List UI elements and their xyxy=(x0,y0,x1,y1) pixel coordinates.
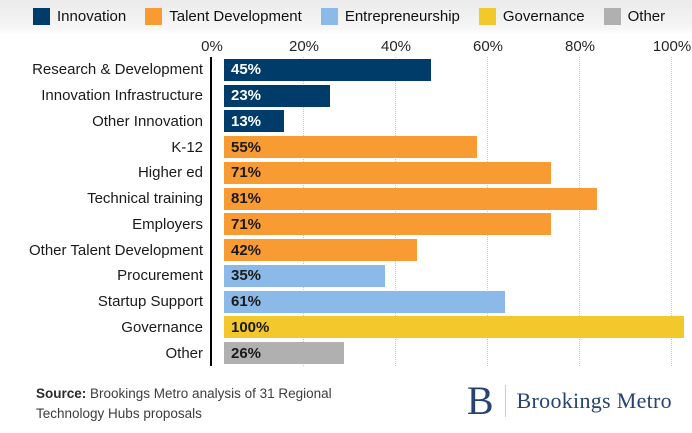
bar-category-label: Other Talent Development xyxy=(29,241,203,259)
bar-track: 23% xyxy=(224,84,684,107)
bar-value-label: 81% xyxy=(231,190,262,208)
bar-value-label: 61% xyxy=(231,293,262,311)
legend-swatch xyxy=(33,8,50,25)
bar-category-label: K-12 xyxy=(171,138,203,156)
bar-value-label: 35% xyxy=(231,267,262,285)
bar-track: 81% xyxy=(224,187,684,210)
bar-track: 45% xyxy=(224,58,684,81)
source-text: Brookings Metro analysis of 31 Regional … xyxy=(36,386,332,422)
gridline xyxy=(671,57,672,366)
y-axis-line xyxy=(210,57,212,366)
bar-value-label: 55% xyxy=(231,138,262,156)
legend-item: Innovation xyxy=(33,8,126,25)
bar-category-label: Startup Support xyxy=(97,293,203,311)
bar: 55% xyxy=(224,136,477,159)
bar-row: Procurement 35% xyxy=(0,263,692,289)
x-tick-label: 40% xyxy=(380,38,412,55)
bar-category-label: Other Innovation xyxy=(92,112,203,130)
bar: 61% xyxy=(224,290,505,313)
legend-swatch xyxy=(478,8,496,25)
bar-category-label: Procurement xyxy=(117,267,203,285)
bar-value-label: 42% xyxy=(231,241,262,259)
x-tick-label: 100% xyxy=(652,38,692,55)
bar-track: 35% xyxy=(224,264,684,287)
bar-row: Other Talent Development 42% xyxy=(0,237,692,263)
chart-legend: Innovation Talent Development Entrepreneur… xyxy=(0,0,692,33)
legend-label: Entrepreneurship xyxy=(344,8,460,25)
bar-category-label: Governance xyxy=(121,318,203,336)
bar: 42% xyxy=(224,239,418,262)
source-label: Source: xyxy=(36,386,87,401)
x-tick-label: 60% xyxy=(472,38,504,55)
bar-category-label: Research & Development xyxy=(32,61,203,79)
legend-swatch xyxy=(145,8,163,25)
bar: 71% xyxy=(224,161,551,184)
legend-item: Entrepreneurship xyxy=(320,8,460,25)
bar-row: Employers 71% xyxy=(0,212,692,238)
x-tick-label: 0% xyxy=(201,38,223,55)
bar: 71% xyxy=(224,213,551,236)
bar-category-label: Other xyxy=(165,344,203,362)
bar-row: Startup Support 61% xyxy=(0,289,692,315)
legend-item: Governance xyxy=(478,8,585,25)
bar: 13% xyxy=(224,110,284,133)
legend-label: Innovation xyxy=(57,8,127,25)
bar: 45% xyxy=(224,58,431,81)
bar-category-label: Higher ed xyxy=(137,164,203,182)
bar-track: 55% xyxy=(224,136,684,159)
bar: 100% xyxy=(224,316,684,339)
x-tick-label: 80% xyxy=(564,38,596,55)
source-note: Source: Brookings Metro analysis of 31 R… xyxy=(36,384,381,425)
bar-row: Other 26% xyxy=(0,340,692,366)
legend-item: Other xyxy=(603,8,666,25)
legend-label: Other xyxy=(627,8,666,25)
legend-label: Governance xyxy=(502,8,585,25)
bar-track: 71% xyxy=(224,161,684,184)
gridline xyxy=(303,57,304,366)
bar: 23% xyxy=(224,84,330,107)
bar-track: 13% xyxy=(224,110,684,133)
bar-value-label: 71% xyxy=(231,215,262,233)
bar-row: Innovation Infrastructure 23% xyxy=(0,83,692,109)
bar-value-label: 26% xyxy=(231,344,262,362)
bar-track: 42% xyxy=(224,239,684,262)
bar-track: 26% xyxy=(224,342,684,365)
logo-name: Brookings Metro xyxy=(516,388,672,413)
x-axis-ticks: 0% 20% 40% 60% 80% 100% xyxy=(201,38,691,55)
bar-track: 100% xyxy=(224,316,684,339)
bar-row: Governance 100% xyxy=(0,315,692,341)
bar-track: 71% xyxy=(224,213,684,236)
bar: 26% xyxy=(224,342,344,365)
bar-rows: Research & Development 45% Innovation Infr… xyxy=(0,57,692,366)
bar-track: 61% xyxy=(224,290,684,313)
bar-category-label: Technical training xyxy=(87,190,203,208)
bar-category-label: Innovation Infrastructure xyxy=(41,87,203,105)
legend-swatch xyxy=(603,8,621,25)
bar: 81% xyxy=(224,187,597,210)
bar-category-label: Employers xyxy=(132,215,203,233)
gridline xyxy=(487,57,488,366)
brookings-metro-logo: B Brookings Metro xyxy=(467,381,672,421)
bar: 35% xyxy=(224,264,385,287)
bar-value-label: 23% xyxy=(231,87,262,105)
bar-row: Other Innovation 13% xyxy=(0,109,692,135)
bar-row: Higher ed 71% xyxy=(0,160,692,186)
bar-value-label: 45% xyxy=(231,61,262,79)
x-tick-label: 20% xyxy=(288,38,320,55)
logo-divider xyxy=(504,385,506,417)
legend-swatch xyxy=(320,8,338,25)
bar-value-label: 71% xyxy=(231,164,262,182)
bar-row: Technical training 81% xyxy=(0,186,692,212)
legend-label: Talent Development xyxy=(169,8,302,25)
gridline xyxy=(579,57,580,366)
bar-value-label: 13% xyxy=(231,112,262,130)
bar-value-label: 100% xyxy=(231,318,270,336)
bar-row: K-12 55% xyxy=(0,134,692,160)
bar-row: Research & Development 45% xyxy=(0,57,692,83)
plot-area: Research & Development 45% Innovation Infr… xyxy=(0,57,692,366)
gridline xyxy=(395,57,396,366)
logo-initial: B xyxy=(466,378,494,423)
legend-item: Talent Development xyxy=(145,8,302,25)
